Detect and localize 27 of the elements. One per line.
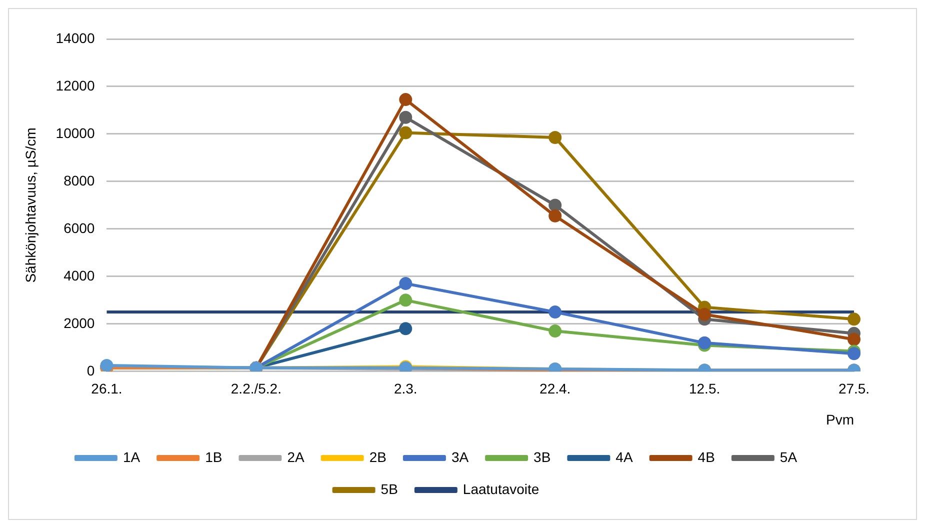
legend-label: 5A	[780, 448, 798, 465]
y-tick-label: 14000	[56, 30, 95, 46]
legend-label: 4A	[616, 448, 634, 465]
legend-label: 3A	[451, 448, 470, 465]
legend-label: 1A	[122, 448, 141, 465]
legend-label: 2B	[369, 448, 386, 465]
y-tick-label: 12000	[56, 77, 95, 94]
y-tick-label: 6000	[64, 220, 95, 236]
legend-label: 3B	[534, 448, 551, 465]
x-tick-label: 2.3.	[394, 380, 418, 397]
y-tick-label: 2000	[64, 314, 95, 331]
legend-label: 1B	[205, 448, 222, 465]
x-axis-title: Pvm	[826, 411, 854, 428]
y-tick-label: 0	[86, 362, 95, 378]
x-tick-label: 22.4.	[540, 380, 571, 397]
x-tick-label: 26.1.	[91, 380, 122, 397]
y-axis-title: Sähkönjohtavuus, µS/cm	[22, 128, 38, 283]
y-tick-label: 8000	[64, 172, 95, 188]
legend-label: 4B	[698, 448, 715, 465]
x-tick-label: 2.2./5.2.	[230, 380, 282, 397]
x-tick-label: 27.5.	[838, 380, 870, 397]
legend-label: 2A	[287, 448, 305, 465]
y-tick-label: 4000	[64, 267, 95, 284]
legend-label: Laatutavoite	[462, 480, 540, 497]
y-tick-label: 10000	[56, 124, 95, 141]
x-tick-label: 12.5.	[688, 380, 720, 397]
legend-label: 5B	[380, 480, 398, 497]
